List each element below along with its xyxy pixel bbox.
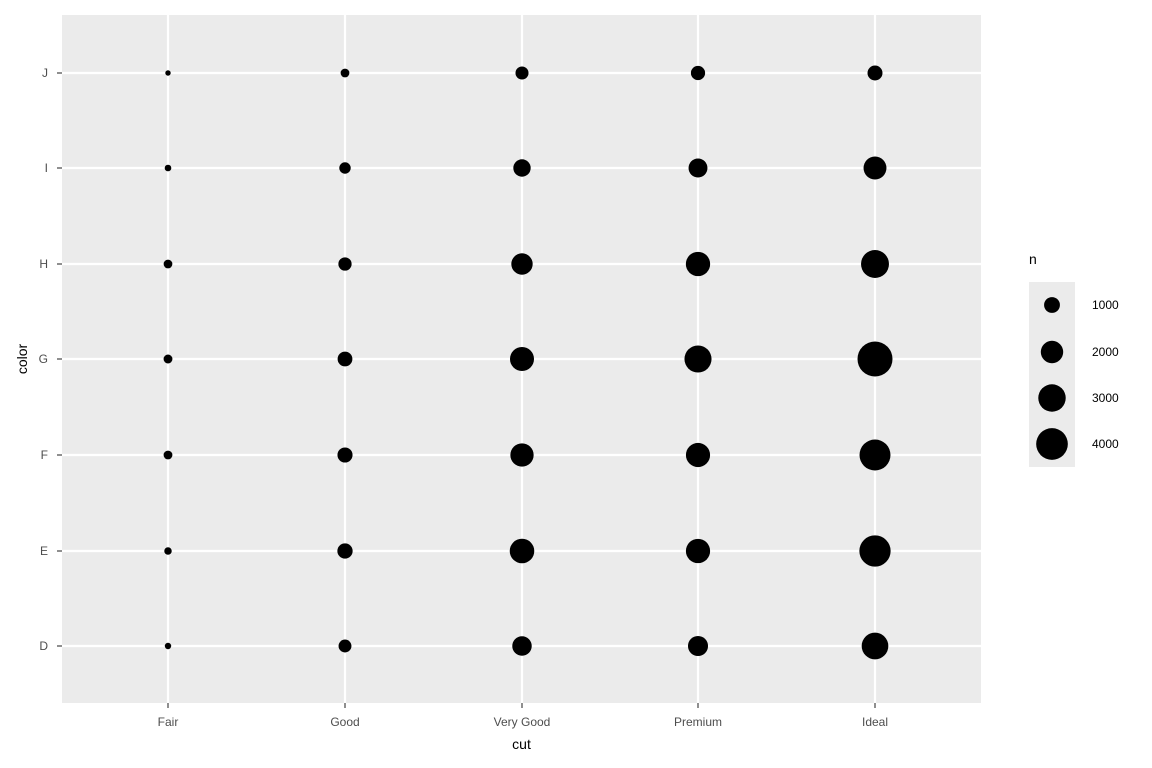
data-point xyxy=(509,346,535,372)
data-point xyxy=(163,450,173,460)
data-point xyxy=(337,543,353,559)
legend-title: n xyxy=(1029,251,1037,267)
data-point xyxy=(339,162,351,174)
data-point xyxy=(509,538,535,564)
y-tick-label: I xyxy=(45,161,48,175)
legend-label: 1000 xyxy=(1092,298,1119,312)
y-tick-label: G xyxy=(39,352,48,366)
data-point xyxy=(688,158,708,178)
y-axis-title: color xyxy=(14,343,30,374)
data-point xyxy=(863,156,887,180)
data-point xyxy=(164,547,172,555)
data-point xyxy=(164,642,172,650)
y-axis: D E F G H I J xyxy=(39,66,62,653)
data-point xyxy=(513,159,531,177)
legend-key xyxy=(1036,428,1068,460)
data-point xyxy=(685,538,711,564)
data-point xyxy=(163,259,173,269)
data-point xyxy=(684,345,712,373)
data-point xyxy=(337,447,353,463)
y-tick-label: F xyxy=(41,448,48,462)
data-point xyxy=(690,65,706,81)
x-axis: Fair Good Very Good Premium Ideal xyxy=(158,703,888,729)
legend-label: 3000 xyxy=(1092,391,1119,405)
x-tick-label: Premium xyxy=(674,715,722,729)
data-point xyxy=(337,351,353,367)
legend-items: 1000 2000 3000 4000 xyxy=(1036,297,1119,460)
data-point xyxy=(685,251,711,277)
data-point xyxy=(164,164,172,172)
data-point xyxy=(859,535,891,567)
x-tick-label: Good xyxy=(330,715,359,729)
data-point xyxy=(338,257,352,271)
x-axis-title: cut xyxy=(512,736,531,752)
data-point xyxy=(685,442,711,468)
y-tick-label: D xyxy=(39,639,48,653)
data-point xyxy=(338,639,352,653)
data-point xyxy=(511,253,533,275)
data-point xyxy=(687,635,709,657)
legend-key xyxy=(1040,340,1064,364)
legend-label: 2000 xyxy=(1092,345,1119,359)
y-tick-label: H xyxy=(39,257,48,271)
y-tick-label: E xyxy=(40,544,48,558)
data-point xyxy=(861,632,889,660)
data-point xyxy=(867,65,883,81)
x-tick-label: Very Good xyxy=(494,715,551,729)
legend-label: 4000 xyxy=(1092,437,1119,451)
data-point xyxy=(515,66,529,80)
x-tick-label: Ideal xyxy=(862,715,888,729)
data-point xyxy=(861,250,889,278)
data-point xyxy=(165,70,171,76)
data-point xyxy=(163,354,173,364)
size-legend: n 1000 2000 3000 4000 xyxy=(1029,251,1119,467)
data-point xyxy=(510,443,534,467)
data-point xyxy=(857,341,893,377)
data-point xyxy=(859,439,891,471)
data-point xyxy=(512,636,532,656)
data-points xyxy=(163,65,893,660)
x-tick-label: Fair xyxy=(158,715,179,729)
data-point xyxy=(340,68,350,78)
legend-key xyxy=(1038,384,1066,412)
y-tick-label: J xyxy=(42,66,48,80)
legend-key xyxy=(1044,297,1060,313)
